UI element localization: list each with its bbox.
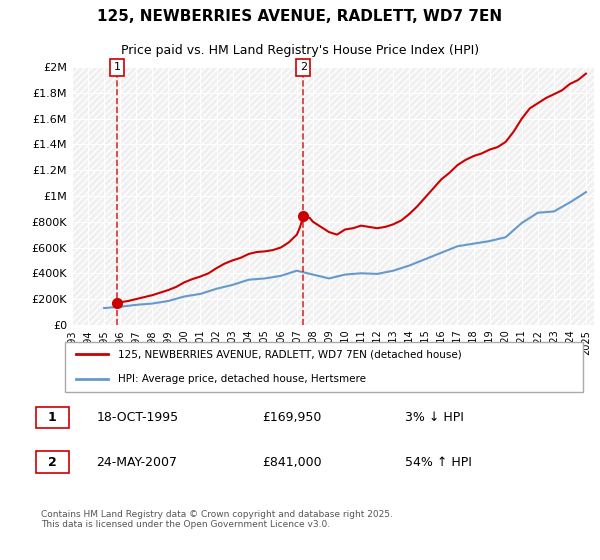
Text: £841,000: £841,000 — [262, 456, 322, 469]
Text: 2: 2 — [48, 456, 56, 469]
Text: 125, NEWBERRIES AVENUE, RADLETT, WD7 7EN (detached house): 125, NEWBERRIES AVENUE, RADLETT, WD7 7EN… — [118, 349, 462, 360]
Text: 1: 1 — [113, 62, 121, 72]
Text: Price paid vs. HM Land Registry's House Price Index (HPI): Price paid vs. HM Land Registry's House … — [121, 44, 479, 57]
FancyBboxPatch shape — [35, 407, 68, 428]
Text: 3% ↓ HPI: 3% ↓ HPI — [406, 411, 464, 424]
FancyBboxPatch shape — [65, 342, 583, 392]
Text: 24-MAY-2007: 24-MAY-2007 — [96, 456, 177, 469]
Text: £169,950: £169,950 — [262, 411, 321, 424]
Text: 2: 2 — [300, 62, 307, 72]
Text: 54% ↑ HPI: 54% ↑ HPI — [406, 456, 472, 469]
Text: Contains HM Land Registry data © Crown copyright and database right 2025.
This d: Contains HM Land Registry data © Crown c… — [41, 510, 393, 529]
FancyBboxPatch shape — [35, 451, 68, 473]
Text: 18-OCT-1995: 18-OCT-1995 — [96, 411, 178, 424]
Text: 1: 1 — [48, 411, 56, 424]
Text: 125, NEWBERRIES AVENUE, RADLETT, WD7 7EN: 125, NEWBERRIES AVENUE, RADLETT, WD7 7EN — [97, 10, 503, 24]
Text: HPI: Average price, detached house, Hertsmere: HPI: Average price, detached house, Hert… — [118, 374, 366, 384]
